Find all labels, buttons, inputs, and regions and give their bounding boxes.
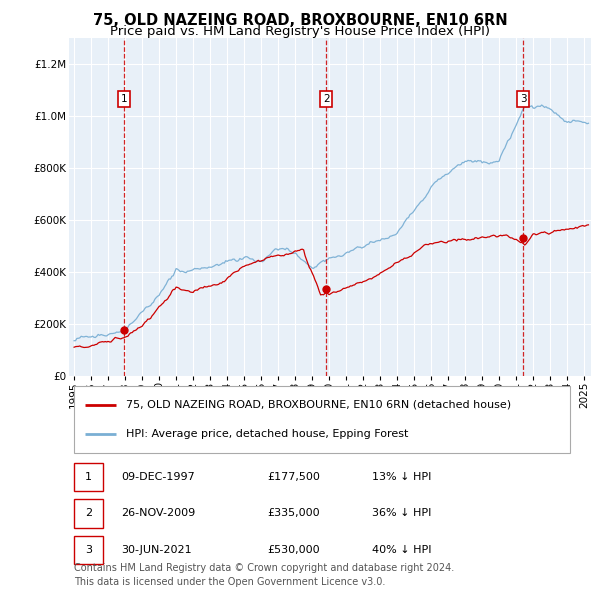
Text: This data is licensed under the Open Government Licence v3.0.: This data is licensed under the Open Gov… <box>74 577 386 587</box>
Text: 26-NOV-2009: 26-NOV-2009 <box>121 509 196 519</box>
Text: 36% ↓ HPI: 36% ↓ HPI <box>372 509 431 519</box>
Text: 13% ↓ HPI: 13% ↓ HPI <box>372 472 431 482</box>
Text: Price paid vs. HM Land Registry's House Price Index (HPI): Price paid vs. HM Land Registry's House … <box>110 25 490 38</box>
Text: £335,000: £335,000 <box>268 509 320 519</box>
Text: 75, OLD NAZEING ROAD, BROXBOURNE, EN10 6RN: 75, OLD NAZEING ROAD, BROXBOURNE, EN10 6… <box>92 13 508 28</box>
Bar <box>74 463 103 491</box>
Text: 30-JUN-2021: 30-JUN-2021 <box>121 545 192 555</box>
Text: Contains HM Land Registry data © Crown copyright and database right 2024.: Contains HM Land Registry data © Crown c… <box>74 563 454 573</box>
Text: 3: 3 <box>85 545 92 555</box>
Bar <box>74 536 103 564</box>
Text: HPI: Average price, detached house, Epping Forest: HPI: Average price, detached house, Eppi… <box>127 429 409 439</box>
Bar <box>74 386 570 453</box>
Text: 1: 1 <box>121 94 127 104</box>
Text: 75, OLD NAZEING ROAD, BROXBOURNE, EN10 6RN (detached house): 75, OLD NAZEING ROAD, BROXBOURNE, EN10 6… <box>127 399 512 409</box>
Text: 09-DEC-1997: 09-DEC-1997 <box>121 472 195 482</box>
Text: 2: 2 <box>323 94 329 104</box>
Bar <box>74 499 103 527</box>
Text: 1: 1 <box>85 472 92 482</box>
Text: £177,500: £177,500 <box>268 472 320 482</box>
Text: 2: 2 <box>85 509 92 519</box>
Text: 40% ↓ HPI: 40% ↓ HPI <box>372 545 431 555</box>
Text: £530,000: £530,000 <box>268 545 320 555</box>
Text: 3: 3 <box>520 94 527 104</box>
